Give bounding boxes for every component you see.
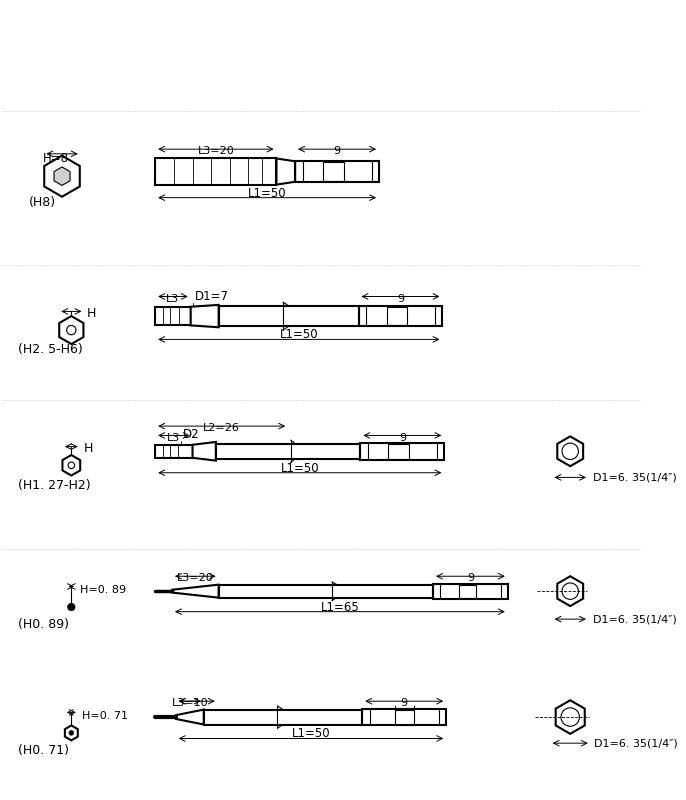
Circle shape	[562, 443, 578, 459]
Text: D1=6. 35(1/4″): D1=6. 35(1/4″)	[593, 614, 676, 624]
Text: H: H	[84, 442, 93, 455]
Bar	[433, 584, 508, 598]
Bar	[219, 585, 433, 598]
Polygon shape	[62, 455, 80, 475]
Text: H=8: H=8	[43, 152, 69, 165]
Bar	[295, 162, 379, 182]
Bar	[219, 306, 359, 326]
Circle shape	[561, 708, 580, 726]
Text: D1=6. 35(1/4″): D1=6. 35(1/4″)	[595, 738, 678, 748]
Bar	[359, 306, 442, 326]
Text: 9: 9	[333, 146, 341, 156]
Bar	[155, 158, 276, 185]
Text: L3=20: L3=20	[198, 146, 234, 156]
Text: L1=50: L1=50	[292, 727, 330, 740]
Bar	[362, 709, 446, 726]
Text: (H2. 5-H6): (H2. 5-H6)	[18, 343, 83, 356]
Bar	[459, 585, 476, 598]
Text: H: H	[87, 306, 97, 320]
Text: L1=50: L1=50	[248, 186, 287, 199]
Text: D2: D2	[183, 428, 200, 441]
Polygon shape	[65, 726, 78, 740]
Polygon shape	[54, 167, 70, 186]
Text: L3: L3	[166, 294, 180, 304]
Text: L2=26: L2=26	[203, 423, 240, 434]
Text: 9: 9	[467, 574, 474, 583]
Polygon shape	[556, 700, 584, 734]
Polygon shape	[191, 305, 219, 327]
Text: (H1. 27-H2): (H1. 27-H2)	[18, 478, 91, 491]
Text: (H0. 71): (H0. 71)	[18, 744, 69, 758]
Text: L3=10: L3=10	[172, 698, 208, 708]
Bar	[216, 444, 360, 458]
Polygon shape	[557, 436, 583, 466]
Text: L1=50: L1=50	[281, 462, 319, 474]
Bar	[386, 306, 407, 326]
Polygon shape	[176, 710, 204, 725]
Text: (H0. 89): (H0. 89)	[18, 618, 69, 631]
Circle shape	[68, 603, 75, 610]
Circle shape	[562, 583, 578, 599]
Text: L3=20: L3=20	[177, 574, 214, 583]
Polygon shape	[172, 585, 219, 598]
Bar	[204, 710, 362, 725]
Text: L3: L3	[167, 433, 180, 442]
Bar	[388, 444, 409, 458]
Polygon shape	[59, 316, 84, 344]
Bar	[395, 710, 414, 725]
Text: 9: 9	[399, 433, 406, 442]
Text: 9: 9	[401, 698, 407, 708]
Text: D1=6. 35(1/4″): D1=6. 35(1/4″)	[593, 472, 676, 482]
Text: L1=65: L1=65	[320, 601, 359, 614]
Polygon shape	[44, 156, 80, 197]
Bar	[323, 162, 344, 181]
Polygon shape	[557, 576, 583, 606]
Circle shape	[68, 462, 75, 469]
Bar	[155, 306, 191, 326]
Circle shape	[67, 326, 76, 334]
Circle shape	[69, 730, 73, 735]
Text: 9: 9	[397, 294, 404, 304]
Bar	[155, 445, 193, 458]
Text: (H8): (H8)	[29, 196, 56, 209]
Text: D1=7: D1=7	[196, 290, 229, 303]
Bar	[360, 443, 445, 460]
Polygon shape	[276, 158, 295, 185]
Text: L1=50: L1=50	[279, 328, 318, 342]
Text: H=0. 71: H=0. 71	[82, 710, 128, 721]
Polygon shape	[193, 442, 216, 461]
Text: H=0. 89: H=0. 89	[80, 585, 126, 594]
